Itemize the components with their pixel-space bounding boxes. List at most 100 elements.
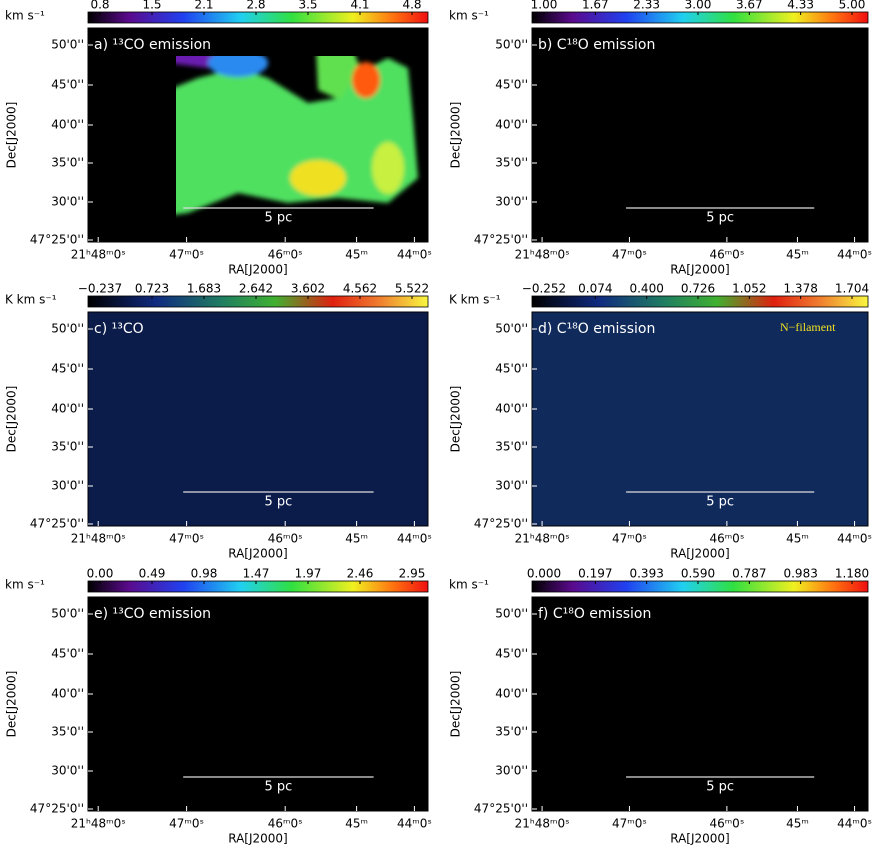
x-tick-label: 47ᵐ0ˢ — [169, 817, 204, 831]
colorbar — [87, 580, 429, 593]
y-tick-label: 45'0'' — [495, 362, 528, 376]
emission-layer — [176, 56, 418, 215]
colorbar-tick-label: 0.400 — [629, 282, 663, 296]
y-tick-label: 47°25'0'' — [474, 802, 528, 816]
y-tick-label: 35'0'' — [495, 156, 528, 170]
map-frame — [531, 27, 869, 243]
panel-label: c) ¹³CO — [94, 321, 144, 337]
y-tick-label: 50'0'' — [495, 38, 528, 52]
scale-bar-label: 5 pc — [706, 211, 734, 226]
emission-region — [316, 56, 360, 100]
y-tick-label: 35'0'' — [495, 440, 528, 454]
y-tick-label: 40'0'' — [51, 402, 84, 416]
colorbar-tick-label: 1.5 — [142, 0, 161, 12]
colorbar-tick-label: 5.00 — [839, 0, 866, 12]
map-frame — [87, 311, 429, 527]
x-tick-label: 47ᵐ0ˢ — [612, 817, 647, 831]
colorbar-tick-label: 1.47 — [243, 567, 270, 581]
y-axis-label: Dec[J2000] — [449, 102, 463, 169]
y-tick-label: 47°25'0'' — [30, 233, 84, 247]
x-axis-label: RA[J2000] — [228, 263, 288, 277]
y-tick-label: 50'0'' — [51, 38, 84, 52]
colorbar-tick-label: 0.393 — [629, 567, 663, 581]
y-tick-label: 50'0'' — [495, 607, 528, 621]
emission-region — [176, 58, 418, 215]
y-tick-label: 30'0'' — [495, 479, 528, 493]
colorbar-tick-label: 0.49 — [139, 567, 166, 581]
x-tick-label: 45ᵐ — [786, 532, 809, 546]
y-tick-label: 47°25'0'' — [30, 517, 84, 531]
scale-bar-label: 5 pc — [264, 495, 292, 510]
y-axis-label: Dec[J2000] — [5, 386, 19, 453]
x-axis-label: RA[J2000] — [670, 547, 730, 561]
y-tick-label: 30'0'' — [51, 479, 84, 493]
y-tick-label: 35'0'' — [51, 156, 84, 170]
scale-bar-label: 5 pc — [264, 211, 292, 226]
map-frame — [87, 596, 429, 812]
y-tick-label: 47°25'0'' — [474, 233, 528, 247]
x-tick-label: 44ᵐ0ˢ — [837, 817, 872, 831]
colorbar-tick-label: 1.052 — [732, 282, 766, 296]
x-tick-label: 44ᵐ0ˢ — [397, 817, 432, 831]
x-tick-label: 47ᵐ0ˢ — [612, 532, 647, 546]
colorbar-tick-label: 2.46 — [347, 567, 374, 581]
x-tick-label: 46ᵐ0ˢ — [268, 248, 303, 262]
y-tick-label: 40'0'' — [51, 118, 84, 132]
x-tick-label: 21ʰ48ᵐ0ˢ — [515, 532, 570, 546]
colorbar — [531, 580, 869, 593]
y-tick-label: 35'0'' — [495, 725, 528, 739]
panel: K km s⁻¹ −0.252 0.074 0.400 0.726 1.052 1.378 1… — [449, 282, 872, 561]
panel: km s⁻¹ 0.8 1.5 2.1 2.8 3.5 4.1 4.8 a) ¹³CO emiss… — [5, 0, 432, 277]
map-frame — [531, 596, 869, 812]
colorbar-tick-label: 2.95 — [399, 567, 426, 581]
colorbar-tick-label: 1.180 — [835, 567, 869, 581]
map-background — [88, 597, 428, 811]
x-tick-label: 46ᵐ0ˢ — [268, 817, 303, 831]
y-tick-label: 40'0'' — [495, 402, 528, 416]
x-tick-label: 21ʰ48ᵐ0ˢ — [71, 817, 126, 831]
emission-region — [290, 160, 346, 196]
map-background — [532, 597, 868, 811]
colorbar — [87, 11, 429, 24]
annotation: N−filament — [780, 320, 836, 334]
x-tick-label: 21ʰ48ᵐ0ˢ — [515, 248, 570, 262]
scale-bar-label: 5 pc — [706, 495, 734, 510]
y-tick-label: 47°25'0'' — [474, 517, 528, 531]
panel: K km s⁻¹ −0.237 0.723 1.683 2.642 3.602 4.562 5… — [5, 282, 432, 561]
map-background — [532, 312, 868, 526]
colorbar-tick-label: 0.000 — [527, 567, 561, 581]
y-tick-label: 30'0'' — [495, 764, 528, 778]
x-axis-label: RA[J2000] — [228, 832, 288, 846]
emission-region — [372, 142, 404, 194]
panel: km s⁻¹ 0.000 0.197 0.393 0.590 0.787 0.983 1.18… — [449, 567, 872, 846]
map-emission — [176, 56, 418, 215]
emission-region — [208, 56, 268, 77]
colorbar-tick-label: 1.378 — [783, 282, 817, 296]
y-axis-label: Dec[J2000] — [449, 386, 463, 453]
x-axis-label: RA[J2000] — [228, 547, 288, 561]
colorbar-tick-label: 0.074 — [578, 282, 612, 296]
colorbar-tick-label: 1.97 — [295, 567, 322, 581]
colorbar — [531, 295, 869, 308]
colorbar-tick-label: 1.00 — [531, 0, 558, 12]
panel: km s⁻¹ 0.00 0.49 0.98 1.47 1.97 2.46 2.95 e) ¹³C… — [5, 567, 432, 846]
x-tick-label: 44ᵐ0ˢ — [397, 248, 432, 262]
colorbar-tick-label: 3.00 — [685, 0, 712, 12]
x-axis-label: RA[J2000] — [670, 832, 730, 846]
y-tick-label: 50'0'' — [51, 322, 84, 336]
colorbar-tick-label: 3.67 — [736, 0, 763, 12]
colorbar-tick-label: 0.00 — [87, 567, 114, 581]
x-tick-label: 21ʰ48ᵐ0ˢ — [71, 248, 126, 262]
panel-label: a) ¹³CO emission — [94, 37, 211, 53]
panel: km s⁻¹ 1.00 1.67 2.33 3.00 3.67 4.33 5.00 b) C¹⁸… — [449, 0, 872, 277]
x-tick-label: 46ᵐ0ˢ — [709, 248, 744, 262]
y-tick-label: 40'0'' — [495, 118, 528, 132]
x-tick-label: 44ᵐ0ˢ — [397, 532, 432, 546]
y-axis-label: Dec[J2000] — [5, 671, 19, 738]
x-tick-label: 21ʰ48ᵐ0ˢ — [71, 532, 126, 546]
colorbar-tick-label: 1.67 — [582, 0, 609, 12]
y-tick-label: 40'0'' — [495, 687, 528, 701]
panel-label: f) C¹⁸O emission — [538, 606, 651, 622]
y-tick-label: 35'0'' — [51, 440, 84, 454]
map-frame — [87, 27, 429, 243]
